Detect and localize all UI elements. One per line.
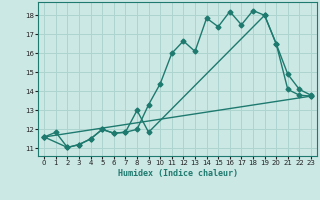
X-axis label: Humidex (Indice chaleur): Humidex (Indice chaleur) bbox=[118, 169, 238, 178]
